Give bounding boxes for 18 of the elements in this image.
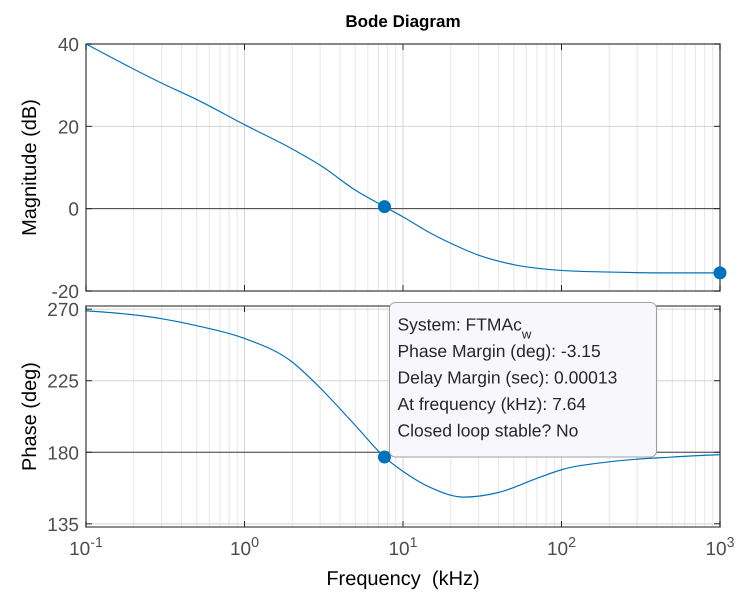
x-tick-label: 10$^{-1}$	[69, 535, 103, 560]
y-tick-label: -20	[52, 282, 79, 303]
x-tick-label: 10$^{2}$	[546, 535, 576, 560]
x-tick-label: 10$^{1}$	[388, 535, 418, 560]
y-tick-label: 40	[58, 35, 79, 56]
x-tick-label: 10$^{3}$	[705, 535, 735, 560]
y-tick-label: 0	[68, 200, 79, 221]
chart-title: Bode Diagram	[345, 12, 461, 31]
y-tick-label: 20	[58, 117, 79, 138]
annotation: System: FTMAc$_{w}$ Phase Margin (deg): -3.15 Delay Margin (sec): 0.00013 At frequency (kHz): 7.64 Closed loop stable? No	[397, 314, 618, 441]
x-tick-label: 10$^{0}$	[230, 535, 260, 560]
y-tick-label: 270	[47, 300, 79, 322]
y-tick-label: 180	[47, 443, 79, 464]
x-axis-title: Frequency (kHz)	[326, 568, 480, 590]
y-tick-label: 135	[47, 514, 79, 536]
y-axis-title: Phase (deg)	[19, 362, 41, 471]
y-axis-title: Magnitude (dB)	[19, 99, 41, 236]
y-tick-label: 225	[47, 372, 79, 393]
